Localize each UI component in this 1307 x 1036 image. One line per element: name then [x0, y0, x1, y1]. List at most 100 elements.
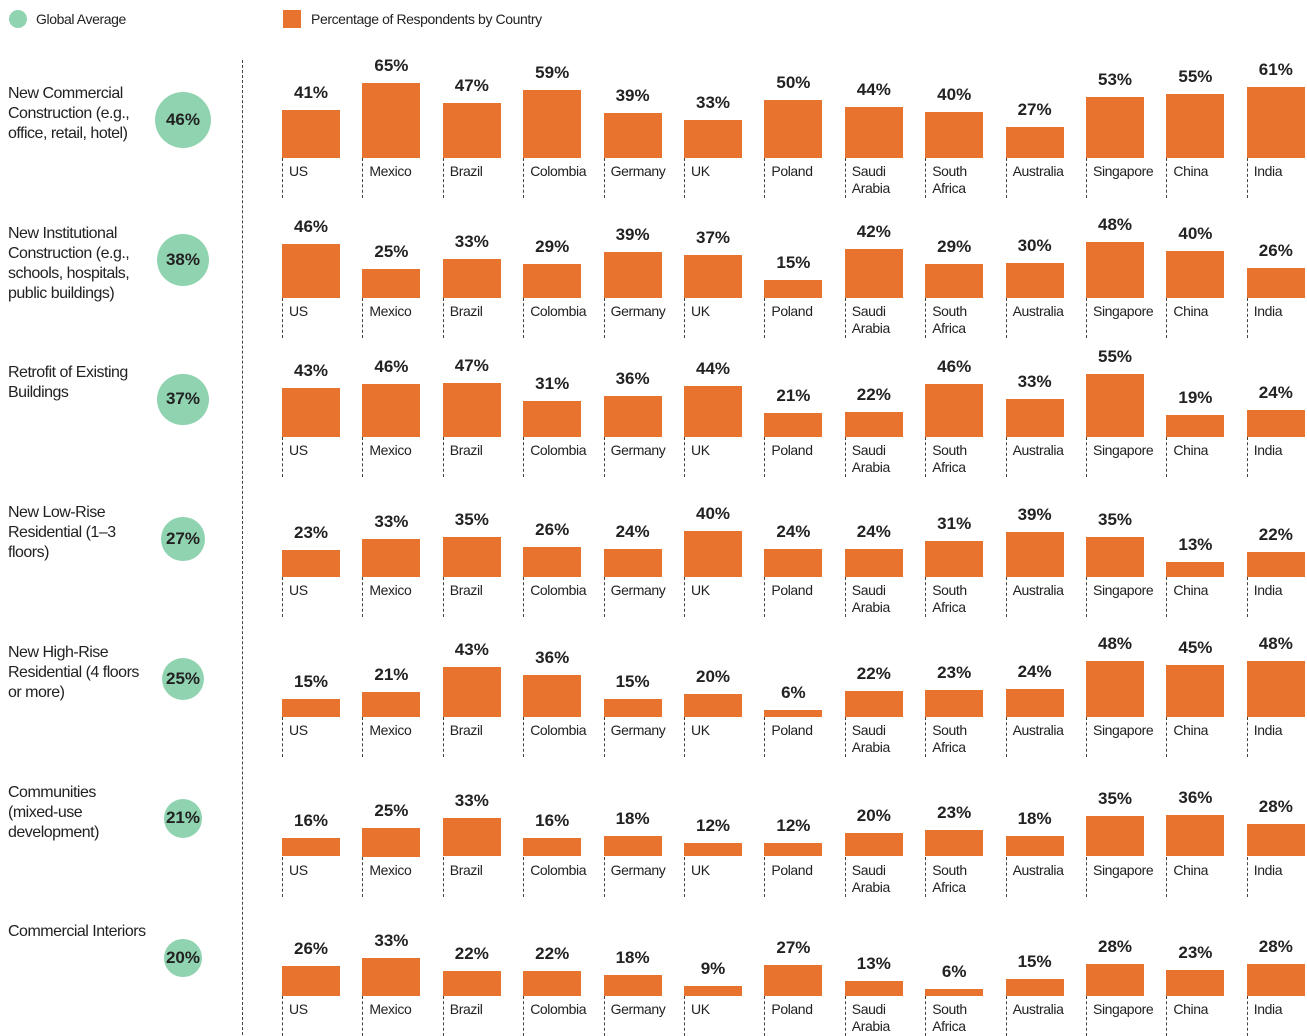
- bar: [684, 254, 742, 298]
- value-label: 22%: [535, 943, 570, 963]
- average-circle: 46%: [154, 91, 212, 149]
- category-label: US: [289, 721, 308, 738]
- category-tick: [1005, 437, 1007, 478]
- value-label: 18%: [1017, 808, 1052, 828]
- value-label: 24%: [615, 522, 650, 542]
- category-label: China: [1173, 163, 1208, 179]
- bar: [925, 690, 984, 717]
- bar: [764, 549, 823, 578]
- value-label: 20%: [695, 666, 731, 686]
- category-label: Singapore: [1093, 163, 1154, 179]
- category-label: Australia: [1012, 582, 1064, 599]
- value-label: 15%: [293, 672, 329, 692]
- category-tick: [442, 437, 444, 478]
- row-label: New Institutional Construction (e.g., sc…: [8, 224, 130, 302]
- category-tick: [684, 158, 685, 198]
- category-label: South Africa: [932, 442, 967, 476]
- category-label: Singapore: [1093, 582, 1154, 599]
- value-label: 48%: [1258, 634, 1293, 654]
- category-tick: [362, 996, 364, 1036]
- category-label: Germany: [610, 721, 666, 738]
- category-label: Saudi Arabia: [851, 442, 890, 476]
- bar: [523, 837, 582, 857]
- category-label: UK: [691, 1001, 710, 1018]
- category-tick: [442, 856, 444, 897]
- category-tick: [925, 996, 927, 1036]
- value-label: 40%: [937, 84, 972, 104]
- category-label: Colombia: [530, 302, 587, 319]
- category-tick: [362, 856, 364, 897]
- category-tick: [1166, 297, 1168, 338]
- category-tick: [1166, 996, 1168, 1036]
- category-label: Germany: [610, 442, 666, 459]
- category-label: Colombia: [530, 163, 587, 179]
- bar: [844, 106, 903, 158]
- category-label: South Africa: [932, 721, 967, 755]
- bar: [603, 835, 662, 857]
- category-tick: [523, 716, 525, 757]
- value-label: 46%: [293, 217, 329, 237]
- category-tick: [1086, 297, 1087, 338]
- bar: [1005, 126, 1064, 158]
- value-label: 35%: [1097, 788, 1133, 808]
- bar: [1246, 824, 1305, 857]
- category-tick: [1005, 297, 1007, 338]
- category-label: Brazil: [449, 163, 483, 179]
- bar: [603, 549, 662, 578]
- value-label: 16%: [535, 810, 570, 830]
- value-label: 22%: [1258, 524, 1293, 544]
- category-tick: [844, 856, 846, 897]
- bar: [442, 666, 501, 717]
- category-label: Poland: [771, 442, 813, 459]
- bar: [282, 837, 340, 857]
- category-label: India: [1253, 1001, 1283, 1018]
- bar: [282, 244, 340, 298]
- value-label: 40%: [1178, 224, 1213, 244]
- value-label: 55%: [1097, 346, 1133, 366]
- category-label: South Africa: [932, 582, 967, 616]
- category-tick: [925, 437, 927, 478]
- category-tick: [684, 437, 685, 478]
- value-label: 24%: [856, 522, 891, 542]
- category-tick: [844, 716, 846, 757]
- value-label: 39%: [615, 225, 650, 245]
- bar: [523, 970, 582, 997]
- bar: [1005, 978, 1064, 997]
- bar: [684, 693, 742, 717]
- bar: [1246, 963, 1305, 997]
- bar: [282, 550, 340, 578]
- bar: [684, 985, 742, 997]
- category-label: India: [1253, 163, 1283, 179]
- category-tick: [764, 577, 766, 618]
- category-tick: [1246, 716, 1248, 757]
- value-label: 18%: [615, 808, 650, 828]
- value-label: 26%: [535, 519, 570, 539]
- category-label: Saudi Arabia: [851, 163, 890, 196]
- category-tick: [764, 716, 766, 757]
- category-tick: [1086, 856, 1087, 897]
- category-label: Colombia: [530, 442, 587, 459]
- bar: [1166, 664, 1225, 717]
- bar: [925, 111, 984, 158]
- bar: [764, 280, 823, 298]
- category-label: Singapore: [1093, 721, 1154, 738]
- category-tick: [925, 716, 927, 757]
- bar: [844, 981, 903, 997]
- value-label: 61%: [1258, 60, 1293, 80]
- category-label: Mexico: [369, 302, 412, 319]
- bar: [442, 103, 501, 158]
- category-tick: [1246, 996, 1248, 1036]
- category-label: Colombia: [530, 582, 587, 599]
- category-label: Australia: [1012, 1001, 1064, 1018]
- category-label: Saudi Arabia: [851, 861, 890, 895]
- value-label: 47%: [454, 355, 489, 375]
- value-label: 13%: [1178, 535, 1213, 555]
- category-label: Saudi Arabia: [851, 721, 890, 755]
- value-label: 42%: [856, 221, 891, 241]
- value-label: 22%: [856, 664, 891, 684]
- category-tick: [925, 158, 927, 198]
- value-label: 37%: [695, 227, 731, 247]
- category-label: UK: [691, 861, 710, 878]
- category-tick: [603, 716, 605, 757]
- value-label: 35%: [1097, 509, 1133, 529]
